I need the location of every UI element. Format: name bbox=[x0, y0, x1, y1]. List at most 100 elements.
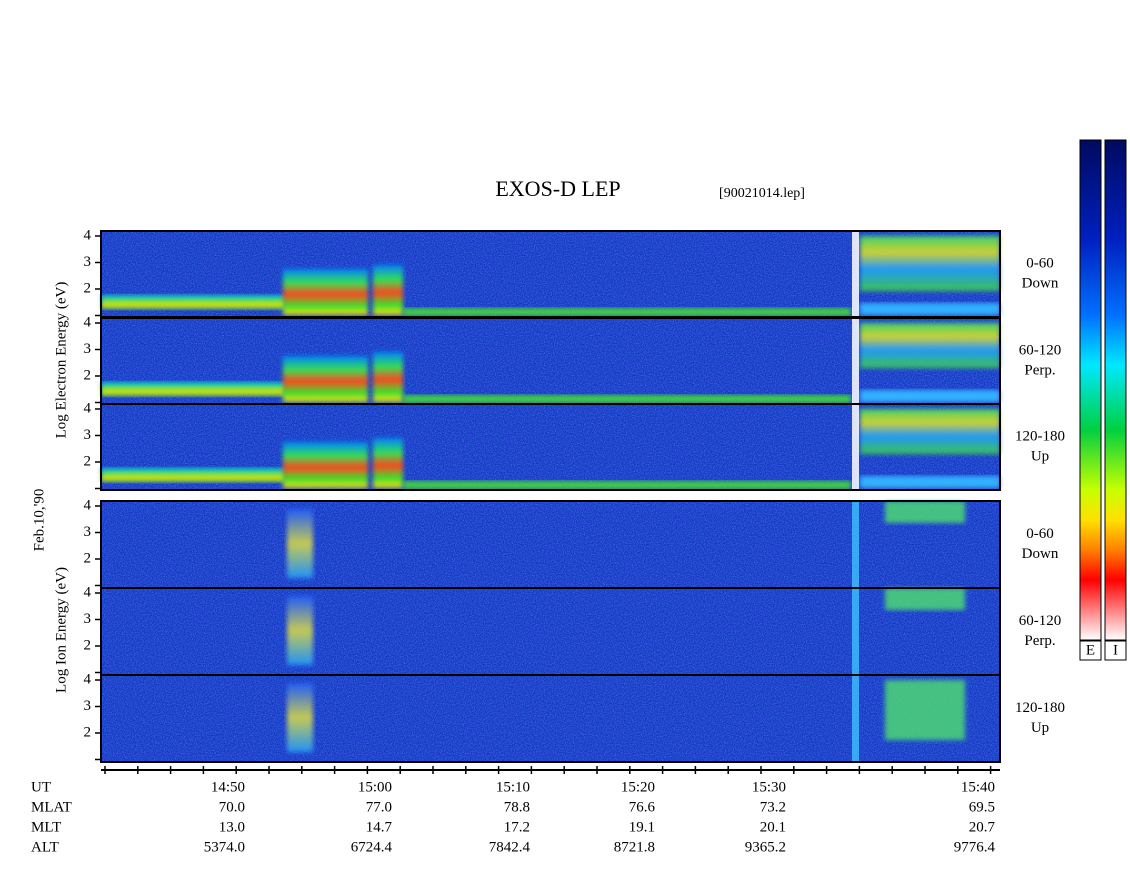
colorbar-box bbox=[1079, 640, 1102, 661]
burst bbox=[283, 442, 368, 488]
ion-streak bbox=[287, 596, 313, 665]
pitch-range: 120-180 bbox=[1015, 428, 1065, 444]
title: EXOS-D LEP bbox=[495, 176, 620, 201]
orbit-value: 76.6 bbox=[629, 799, 656, 815]
y-tick-label: 3 bbox=[84, 254, 92, 270]
ion-axis-label: Log Ion Energy (eV) bbox=[53, 567, 69, 693]
ion-onset bbox=[852, 501, 859, 588]
orbit-row-label: MLAT bbox=[31, 799, 72, 815]
y-tick-label: 3 bbox=[84, 611, 92, 627]
y-tick-label: 2 bbox=[84, 367, 92, 383]
orbit-value: 15:10 bbox=[496, 779, 530, 795]
pitch-direction: Down bbox=[1022, 546, 1059, 562]
panel-noise bbox=[101, 501, 1000, 588]
low-energy-band bbox=[101, 382, 286, 396]
y-tick-label: 4 bbox=[84, 400, 92, 416]
spectrogram-panel: 4 3 2 60-120 Perp. bbox=[84, 584, 1062, 676]
pitch-range: 120-180 bbox=[1015, 700, 1065, 716]
orbit-value: 70.0 bbox=[219, 799, 245, 815]
orbit-row-label: ALT bbox=[31, 839, 59, 855]
orbit-value: 8721.8 bbox=[614, 839, 655, 855]
pitch-direction: Up bbox=[1031, 448, 1049, 464]
spectrogram-panel: 4 3 2 0-60 Down bbox=[84, 227, 1059, 318]
y-tick-label: 2 bbox=[84, 724, 92, 740]
burst bbox=[283, 356, 368, 402]
right-floor bbox=[860, 476, 1000, 488]
onset-line bbox=[852, 318, 859, 404]
pitch-direction: Down bbox=[1022, 275, 1059, 291]
electron-axis-label: Log Electron Energy (eV) bbox=[53, 282, 69, 439]
colorbar-e bbox=[1079, 139, 1102, 641]
low-energy-band bbox=[101, 295, 286, 309]
panels: 4 3 2 0-60 Down 4 3 2 60-120 Perp. 4 3 2 120-180 Up 4 3 2… bbox=[84, 227, 1065, 763]
orbit-value: 20.7 bbox=[969, 819, 996, 835]
panel-frame bbox=[100, 674, 1001, 763]
colorbar-label: E bbox=[1086, 642, 1095, 658]
orbit-value: 20.1 bbox=[760, 819, 786, 835]
spectrogram-panel: 4 3 2 120-180 Up bbox=[84, 671, 1065, 763]
orbit-value: 19.1 bbox=[629, 819, 655, 835]
colorbar-label: I bbox=[1113, 642, 1118, 658]
pitch-range: 0-60 bbox=[1026, 255, 1054, 271]
colorbar-i bbox=[1104, 139, 1127, 641]
orbit-value: 14:50 bbox=[211, 779, 245, 795]
pitch-range: 60-120 bbox=[1019, 342, 1062, 358]
ion-streak bbox=[287, 509, 313, 578]
orbit-value: 5374.0 bbox=[204, 839, 245, 855]
orbit-row-label: UT bbox=[31, 779, 51, 795]
y-tick-label: 4 bbox=[84, 314, 92, 330]
spectrogram-panel: 4 3 2 60-120 Perp. bbox=[84, 314, 1062, 405]
y-tick-label: 3 bbox=[84, 341, 92, 357]
orbit-value: 78.8 bbox=[504, 799, 530, 815]
right-floor bbox=[860, 390, 1000, 402]
spectrogram-panel: 4 3 2 120-180 Up bbox=[84, 400, 1065, 491]
orbit-value: 17.2 bbox=[504, 819, 530, 835]
colorbars: E I bbox=[1079, 139, 1127, 661]
pitch-direction: Up bbox=[1031, 720, 1049, 736]
right-region bbox=[860, 323, 1000, 368]
burst bbox=[373, 352, 403, 402]
y-tick-label: 4 bbox=[84, 671, 92, 687]
pitch-direction: Perp. bbox=[1024, 362, 1055, 378]
orbit-value: 9776.4 bbox=[954, 839, 996, 855]
y-tick-label: 3 bbox=[84, 698, 92, 714]
orbit-value: 13.0 bbox=[219, 819, 245, 835]
onset-line bbox=[852, 404, 859, 490]
ion-streak bbox=[287, 683, 313, 752]
ion-patch bbox=[885, 680, 965, 740]
orbit-value: 69.5 bbox=[969, 799, 995, 815]
ion-onset bbox=[852, 675, 859, 762]
orbit-value: 15:30 bbox=[752, 779, 786, 795]
y-tick-label: 4 bbox=[84, 497, 92, 513]
spectrogram-panel: 4 3 2 0-60 Down bbox=[84, 497, 1059, 589]
ion-patch bbox=[885, 501, 965, 523]
right-floor bbox=[860, 303, 1000, 315]
y-tick-label: 3 bbox=[84, 524, 92, 540]
right-region bbox=[860, 236, 1000, 291]
ion-patch bbox=[885, 588, 965, 610]
panel-noise bbox=[101, 588, 1000, 675]
floor-band bbox=[403, 395, 851, 403]
pitch-direction: Perp. bbox=[1024, 633, 1055, 649]
burst bbox=[373, 265, 403, 315]
y-tick-label: 2 bbox=[84, 550, 92, 566]
orbit-value: 15:40 bbox=[961, 779, 995, 795]
pitch-range: 60-120 bbox=[1019, 613, 1062, 629]
right-region bbox=[860, 409, 1000, 454]
y-tick-label: 2 bbox=[84, 637, 92, 653]
y-tick-label: 2 bbox=[84, 453, 92, 469]
y-tick-label: 2 bbox=[84, 280, 92, 296]
y-tick-label: 4 bbox=[84, 227, 92, 243]
onset-line bbox=[852, 231, 859, 317]
burst bbox=[373, 438, 403, 488]
y-tick-label: 3 bbox=[84, 427, 92, 443]
floor-band bbox=[403, 481, 851, 489]
orbit-value: 73.2 bbox=[760, 799, 786, 815]
colorbar-box bbox=[1104, 640, 1127, 661]
orbit-row-label: MLT bbox=[31, 819, 61, 835]
orbit-value: 6724.4 bbox=[351, 839, 393, 855]
pitch-range: 0-60 bbox=[1026, 526, 1054, 542]
low-energy-band bbox=[101, 468, 286, 482]
panel-frame bbox=[100, 403, 1001, 491]
